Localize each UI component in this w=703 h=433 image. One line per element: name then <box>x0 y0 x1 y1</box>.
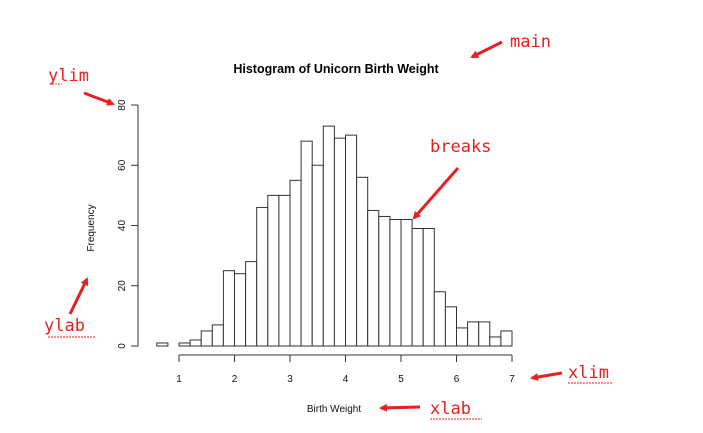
histogram-bar <box>433 291 446 347</box>
annotation-breaks: breaks <box>412 137 491 220</box>
annotation-xlab-arrow <box>379 403 421 412</box>
annotation-ylim-label: ylim <box>48 66 89 86</box>
annotation-xlim: xlim <box>530 363 613 384</box>
histogram-bar <box>211 324 224 347</box>
annotation-xlim-arrow <box>530 371 563 381</box>
histogram-bar <box>311 164 324 347</box>
histogram-bar <box>200 330 213 347</box>
annotation-ylab: ylab <box>44 277 96 338</box>
annotation-main-arrow <box>470 40 503 59</box>
x-tick-label: 7 <box>509 374 515 385</box>
histogram-bar <box>500 330 513 347</box>
x-axis-label: Birth Weight <box>307 404 362 415</box>
x-tick-label: 5 <box>398 374 404 385</box>
annotation-ylim: ylim <box>48 66 115 106</box>
histogram-bars <box>156 125 513 347</box>
histogram-bar <box>489 336 502 347</box>
y-tick-label: 80 <box>117 99 128 111</box>
x-tick-label: 4 <box>343 374 349 385</box>
histogram-bar <box>456 327 469 347</box>
histogram-bar <box>444 306 457 347</box>
histogram-bar <box>411 228 424 347</box>
histogram-bar <box>356 176 369 347</box>
x-axis: 1 2 3 4 5 6 7 <box>176 354 515 385</box>
histogram-bar <box>156 342 169 347</box>
x-tick-label: 1 <box>176 374 182 385</box>
y-axis: 0 20 40 60 80 <box>117 99 139 349</box>
histogram-bar <box>378 215 391 347</box>
histogram-bar <box>389 218 402 347</box>
histogram-bar <box>234 273 247 347</box>
annotation-breaks-label: breaks <box>430 137 491 157</box>
histogram-bar <box>178 342 191 347</box>
annotation-ylab-label: ylab <box>44 316 85 336</box>
annotation-ylim-arrow <box>83 91 115 106</box>
histogram-bar <box>189 339 202 347</box>
y-tick-label: 20 <box>117 280 128 292</box>
annotation-ylab-arrow <box>68 277 89 315</box>
x-tick-label: 6 <box>454 374 460 385</box>
histogram-bar <box>289 179 302 347</box>
chart-title: Histogram of Unicorn Birth Weight <box>233 62 439 76</box>
histogram-bar <box>300 140 313 347</box>
annotation-main-label: main <box>510 32 551 52</box>
histogram-bar <box>278 194 291 347</box>
annotation-breaks-arrow <box>412 167 460 220</box>
annotation-xlab-label: xlab <box>430 399 471 419</box>
annotation-main: main <box>470 32 551 59</box>
histogram-bar <box>478 321 491 347</box>
y-tick-label: 60 <box>117 159 128 171</box>
x-tick-label: 3 <box>287 374 293 385</box>
histogram-bar <box>333 137 346 347</box>
y-tick-label: 40 <box>117 220 128 232</box>
histogram-bar <box>322 125 335 347</box>
y-tick-label: 0 <box>117 343 128 349</box>
histogram-bar <box>267 194 280 347</box>
annotation-xlab: xlab <box>379 399 482 420</box>
histogram-bar <box>245 261 258 347</box>
x-tick-label: 2 <box>232 374 238 385</box>
histogram-bar <box>400 218 413 347</box>
histogram-bar <box>467 321 480 347</box>
histogram-bar <box>367 209 380 347</box>
histogram-bar <box>422 228 435 347</box>
histogram-bar <box>256 206 269 347</box>
histogram-bar <box>345 134 358 347</box>
y-axis-label: Frequency <box>86 204 97 251</box>
annotation-xlim-label: xlim <box>568 363 609 383</box>
histogram-bar <box>222 270 235 347</box>
